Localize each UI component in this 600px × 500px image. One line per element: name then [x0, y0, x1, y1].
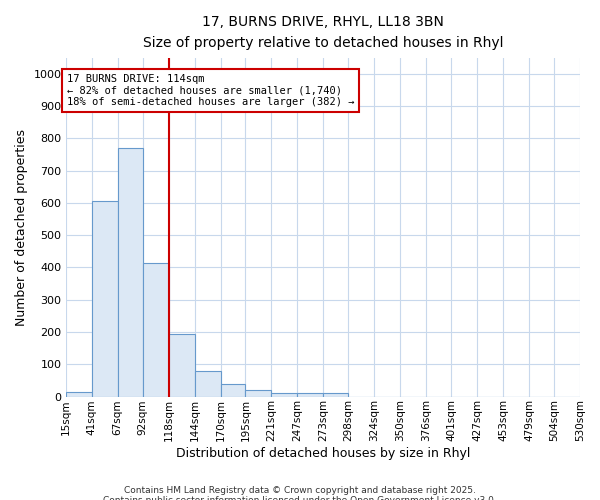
Text: 17 BURNS DRIVE: 114sqm
← 82% of detached houses are smaller (1,740)
18% of semi-: 17 BURNS DRIVE: 114sqm ← 82% of detached…: [67, 74, 354, 107]
Bar: [66, 392, 92, 396]
Bar: [194, 370, 221, 396]
X-axis label: Distribution of detached houses by size in Rhyl: Distribution of detached houses by size …: [176, 447, 470, 460]
Text: Contains public sector information licensed under the Open Government Licence v3: Contains public sector information licen…: [103, 496, 497, 500]
Bar: [298, 392, 323, 396]
Bar: [169, 334, 194, 396]
Bar: [271, 392, 298, 396]
Bar: [143, 262, 169, 396]
Bar: [245, 390, 271, 396]
Bar: [118, 148, 143, 396]
Bar: [323, 394, 349, 396]
Title: 17, BURNS DRIVE, RHYL, LL18 3BN
Size of property relative to detached houses in : 17, BURNS DRIVE, RHYL, LL18 3BN Size of …: [143, 15, 503, 50]
Text: Contains HM Land Registry data © Crown copyright and database right 2025.: Contains HM Land Registry data © Crown c…: [124, 486, 476, 495]
Bar: [92, 202, 118, 396]
Y-axis label: Number of detached properties: Number of detached properties: [15, 128, 28, 326]
Bar: [221, 384, 245, 396]
